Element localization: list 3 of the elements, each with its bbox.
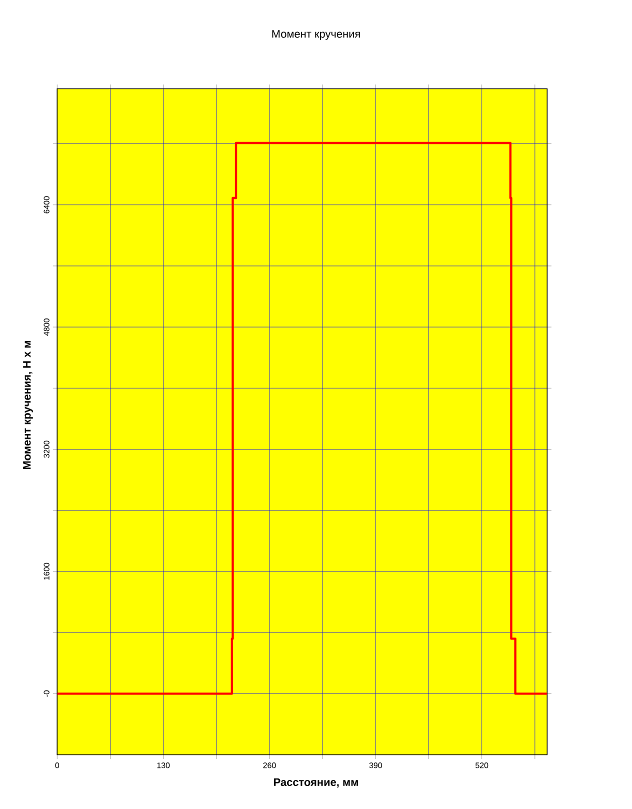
y-axis-title: Момент кручения, Н х м — [23, 341, 33, 470]
x-axis-title: Расстояние, мм — [274, 778, 358, 788]
chart-title: Момент кручения — [272, 30, 360, 40]
